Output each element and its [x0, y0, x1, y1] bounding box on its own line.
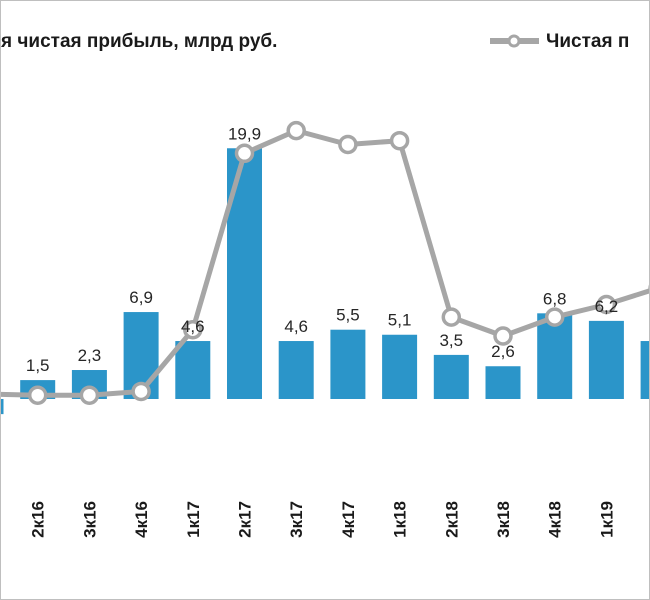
bar [640, 341, 649, 399]
line-point [596, 294, 617, 315]
bar-data-label: 2,6 [491, 342, 515, 361]
x-tick-label: 4к17 [339, 501, 358, 538]
x-tick-label: 2к17 [236, 501, 255, 538]
line-point [286, 120, 306, 141]
bar-data-label: 5,1 [388, 311, 412, 330]
bar-data-label: 6,2 [595, 297, 619, 316]
bar [330, 329, 366, 399]
bar [588, 320, 624, 399]
line-point [338, 134, 358, 155]
x-axis-ticks: 2к16 3к16 4к16 1к17 2к17 3к17 4к17 1к18 2к18 3к18… [29, 501, 617, 538]
line-point [79, 385, 100, 405]
legend-bar-label: я чистая прибыль, млрд руб. [1, 31, 277, 52]
x-tick-label: 3к18 [494, 501, 513, 538]
bar-data-label: 6,8 [543, 289, 567, 308]
data-labels: 1,52,36,94,619,94,65,55,13,52,66,86,24 [26, 124, 619, 375]
line-point [441, 307, 462, 327]
bar [433, 354, 469, 399]
bar-data-label: 19,9 [228, 124, 261, 143]
line-point [493, 326, 513, 346]
bar-data-label: 4,6 [284, 317, 308, 336]
line-point [389, 130, 410, 151]
x-tick-label: 4к18 [546, 501, 565, 538]
bar [485, 366, 521, 399]
x-tick-label: 1к17 [184, 501, 203, 538]
line-point [131, 381, 151, 402]
bar-data-label: 2,3 [78, 346, 102, 365]
bar-data-label: 5,5 [336, 306, 360, 325]
bar [537, 313, 573, 399]
bar-series [1, 148, 649, 415]
legend-line-marker [507, 34, 521, 48]
line-point [27, 385, 48, 405]
x-tick-label: 1к18 [391, 501, 410, 538]
bar [382, 334, 418, 399]
line-series [1, 120, 649, 405]
bar-data-label: 3,5 [439, 331, 463, 350]
x-tick-label: 3к16 [80, 501, 99, 538]
line-point [183, 319, 203, 340]
legend-line-label: Чистая п [546, 31, 629, 52]
x-tick-label: 1к19 [597, 501, 616, 538]
x-tick-label: 2к16 [29, 501, 48, 538]
bar-data-label: 4,6 [181, 317, 205, 336]
bar-data-label: 1,5 [26, 356, 50, 375]
x-tick-label: 3к17 [287, 501, 306, 538]
legend: я чистая прибыль, млрд руб. Чистая п [1, 31, 629, 52]
line-point [544, 307, 565, 327]
line-point [234, 143, 255, 164]
bar-data-label: 6,9 [129, 288, 153, 307]
bar [175, 341, 211, 399]
x-tick-label: 4к16 [132, 501, 151, 538]
bar [227, 148, 262, 399]
x-tick-label: 2к18 [442, 501, 461, 538]
bar [1, 399, 4, 415]
bar [278, 341, 314, 399]
